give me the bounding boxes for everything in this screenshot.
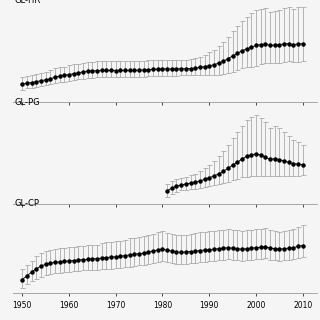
Text: GL-HR: GL-HR (14, 0, 41, 5)
Text: GL-CP: GL-CP (14, 199, 39, 208)
Text: GL-PG: GL-PG (14, 98, 40, 107)
